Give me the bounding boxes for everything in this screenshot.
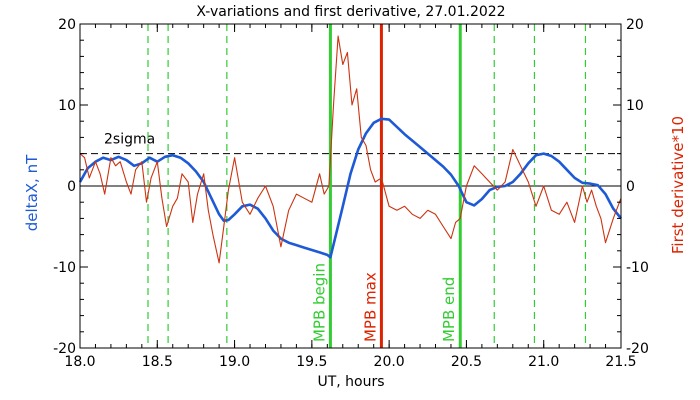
x-tick-label: 19.0 (219, 354, 250, 370)
plot-area: 2sigma MPB begin MPB max MPB end 18.0 18.5 19.… (53, 17, 649, 370)
marker-label-mpb-begin: MPB begin (310, 263, 328, 342)
y-tick-label-right: 20 (626, 17, 644, 33)
x-tick-label: 20.5 (451, 354, 482, 370)
y-tick-label-left: 0 (67, 179, 76, 195)
y-axis-label-left: deltaX, nT (23, 154, 41, 231)
y-tick-label-right: -10 (626, 260, 649, 276)
x-tick-label: 19.5 (296, 354, 327, 370)
x-axis-label: UT, hours (317, 374, 384, 390)
y-tick-label-right: -20 (626, 341, 649, 357)
sigma-label: 2sigma (104, 132, 155, 148)
series-line-deltax (78, 117, 623, 259)
y-tick-label-left: 10 (58, 98, 76, 114)
x-tick-label: 18.0 (64, 354, 95, 370)
y-tick-label-left: -10 (53, 260, 76, 276)
y-tick-label-left: 20 (58, 17, 76, 33)
x-tick-label: 18.5 (142, 354, 173, 370)
x-tick-label: 21.0 (528, 354, 559, 370)
y-axis-label-right: First derivative*10 (669, 116, 687, 254)
x-tick-label: 21.5 (605, 354, 636, 370)
series-line-derivative (79, 35, 622, 264)
y-tick-label-right: 10 (626, 98, 644, 114)
chart-title: X-variations and first derivative, 27.01… (196, 4, 505, 20)
marker-label-mpb-end: MPB end (440, 277, 458, 342)
y-tick-label-left: -20 (53, 341, 76, 357)
y-tick-label-right: 0 (626, 179, 635, 195)
marker-label-mpb-max: MPB max (361, 272, 379, 342)
x-tick-label: 20.0 (374, 354, 405, 370)
